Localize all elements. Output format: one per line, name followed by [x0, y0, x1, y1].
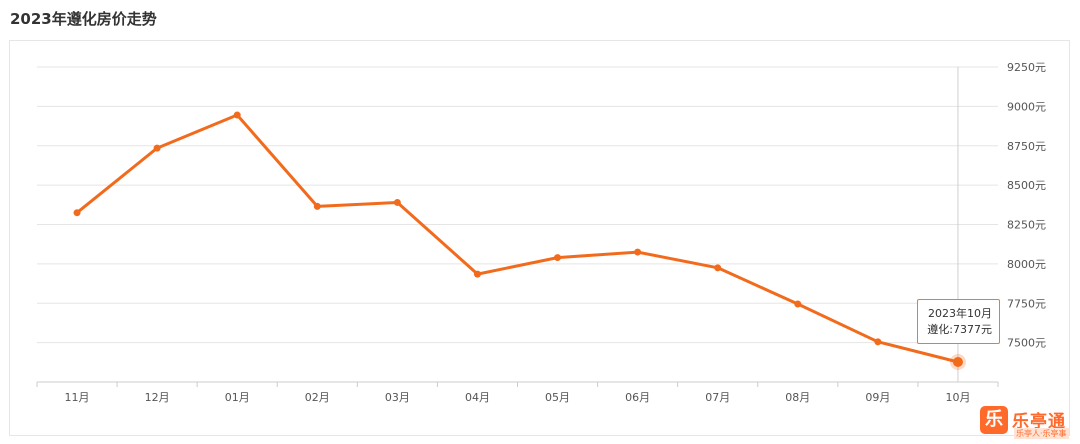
y-tick-label: 9000元 — [1007, 100, 1046, 113]
site-logo[interactable]: 乐 乐亭通 乐亭人·乐亭事 — [976, 404, 1080, 444]
y-tick-label: 8000元 — [1007, 258, 1046, 271]
x-tick-label: 02月 — [305, 391, 330, 404]
x-tick-label: 07月 — [705, 391, 730, 404]
x-tick-label: 10月 — [945, 391, 970, 404]
axes — [36, 381, 999, 387]
x-tick-label: 08月 — [785, 391, 810, 404]
data-point[interactable] — [714, 264, 722, 272]
data-point[interactable] — [634, 248, 642, 256]
hover-tooltip: 2023年10月 遵化:7377元 — [917, 299, 1000, 344]
x-tick-label: 11月 — [65, 391, 90, 404]
data-point[interactable] — [554, 254, 562, 262]
y-tick-label: 7750元 — [1007, 297, 1046, 310]
data-point[interactable] — [313, 202, 321, 210]
x-tick-label: 06月 — [625, 391, 650, 404]
y-tick-label: 7500元 — [1007, 337, 1046, 350]
logo-name: 乐亭通 — [1012, 412, 1066, 432]
grid-lines — [37, 66, 998, 344]
y-tick-label: 8500元 — [1007, 179, 1046, 192]
y-tick-labels: 7500元 7750元 8000元 8250元 8500元 8750元 9000元 9250元 — [1007, 61, 1046, 350]
tooltip-period: 2023年10月 — [928, 307, 992, 320]
y-tick-label: 9250元 — [1007, 61, 1046, 74]
series-line — [76, 113, 959, 364]
tooltip-value: 遵化:7377元 — [927, 323, 992, 336]
x-tick-label: 12月 — [145, 391, 170, 404]
series-line-path — [76, 113, 959, 364]
data-point[interactable] — [153, 144, 161, 152]
data-point[interactable] — [874, 338, 882, 346]
x-tick-label: 01月 — [225, 391, 250, 404]
x-tick-label: 04月 — [465, 391, 490, 404]
x-tick-label: 05月 — [545, 391, 570, 404]
logo-badge-icon: 乐 — [980, 406, 1008, 434]
price-trend-chart: 7500元 7750元 8000元 8250元 8500元 8750元 9000元 9250元… — [36, 61, 1046, 404]
highlight-data-point[interactable] — [952, 356, 963, 367]
data-point[interactable] — [473, 270, 481, 278]
x-tick-labels: 11月 12月 01月 02月 03月 04月 05月 06月 07月 08月 09月 10月 — [65, 391, 971, 404]
y-tick-label: 8750元 — [1007, 140, 1046, 153]
data-point[interactable] — [393, 198, 401, 206]
y-tick-label: 8250元 — [1007, 219, 1046, 232]
data-point[interactable] — [73, 209, 81, 217]
page-title: 2023年遵化房价走势 — [10, 10, 157, 28]
chart-panel: 7500元 7750元 8000元 8250元 8500元 8750元 9000元 9250元… — [9, 40, 1070, 436]
data-point[interactable] — [794, 300, 802, 308]
x-tick-label: 03月 — [385, 391, 410, 404]
x-tick-label: 09月 — [865, 391, 890, 404]
data-point[interactable] — [233, 111, 241, 119]
logo-slogan: 乐亭人·乐亭事 — [1014, 428, 1069, 439]
data-points — [73, 111, 966, 370]
